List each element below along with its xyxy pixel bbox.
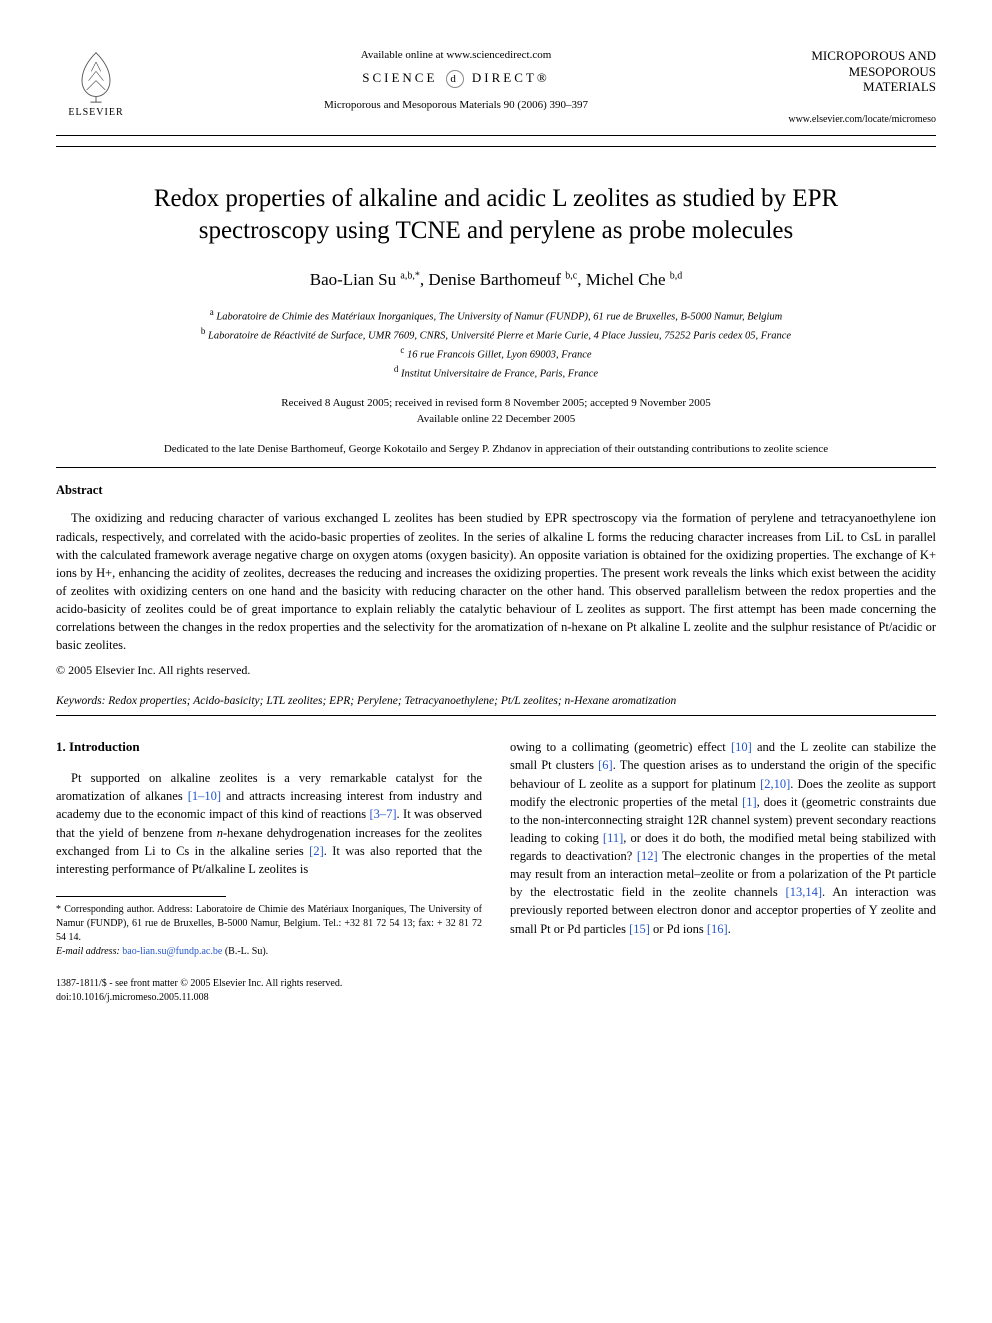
ref-15[interactable]: [15]	[629, 922, 650, 936]
ref-1-10[interactable]: [1–10]	[188, 789, 221, 803]
header-rule-1	[56, 135, 936, 136]
publisher-name: ELSEVIER	[68, 106, 123, 120]
keywords-label: Keywords:	[56, 695, 105, 707]
article-title: Redox properties of alkaline and acidic …	[96, 183, 896, 248]
sd-left: SCIENCE	[362, 70, 437, 85]
intro-para-right: owing to a collimating (geometric) effec…	[510, 738, 936, 937]
affil-c-text: 16 rue Francois Gillet, Lyon 69003, Fran…	[407, 350, 592, 361]
ref-3-7[interactable]: [3–7]	[369, 807, 396, 821]
journal-title-line1: MICROPOROUS AND	[776, 48, 936, 64]
affil-b-text: Laboratoire de Réactivité de Surface, UM…	[208, 330, 791, 341]
affiliations: a Laboratoire de Chimie des Matériaux In…	[56, 306, 936, 383]
abstract-heading: Abstract	[56, 482, 936, 500]
ref-2[interactable]: [2]	[309, 844, 324, 858]
affiliation-c: c 16 rue Francois Gillet, Lyon 69003, Fr…	[56, 344, 936, 363]
affiliation-a: a Laboratoire de Chimie des Matériaux In…	[56, 306, 936, 325]
affiliation-b: b Laboratoire de Réactivité de Surface, …	[56, 325, 936, 344]
journal-header: ELSEVIER Available online at www.science…	[56, 48, 936, 127]
ref-16[interactable]: [16]	[707, 922, 728, 936]
doi: doi:10.1016/j.micromeso.2005.11.008	[56, 991, 482, 1006]
abstract-bottom-rule	[56, 715, 936, 716]
footnote-corresponding: * Corresponding author. Address: Laborat…	[56, 903, 482, 945]
keywords-list: Redox properties; Acido-basicity; LTL ze…	[108, 695, 676, 707]
footnote-email-line: E-mail address: bao-lian.su@fundp.ac.be …	[56, 945, 482, 959]
intro-heading: 1. Introduction	[56, 738, 482, 757]
received-date: Received 8 August 2005; received in revi…	[56, 395, 936, 412]
journal-reference: Microporous and Mesoporous Materials 90 …	[136, 98, 776, 113]
affiliation-d: d Institut Universitaire de France, Pari…	[56, 363, 936, 382]
authors-line: Bao-Lian Su a,b,*, Denise Barthomeuf b,c…	[56, 268, 936, 292]
sciencedirect-logo: SCIENCE d DIRECT®	[136, 69, 776, 88]
header-rule-2	[56, 146, 936, 147]
body-columns: 1. Introduction Pt supported on alkaline…	[56, 738, 936, 1006]
email-suffix: (B.-L. Su).	[225, 946, 268, 957]
abstract-top-rule	[56, 467, 936, 468]
ref-1[interactable]: [1]	[742, 795, 757, 809]
dedication: Dedicated to the late Denise Barthomeuf,…	[56, 442, 936, 457]
online-date: Available online 22 December 2005	[56, 411, 936, 428]
journal-title-line2: MESOPOROUS MATERIALS	[776, 64, 936, 95]
footer-block: 1387-1811/$ - see front matter © 2005 El…	[56, 977, 482, 1006]
ref-11[interactable]: [11]	[603, 831, 623, 845]
abstract-body: The oxidizing and reducing character of …	[56, 509, 936, 654]
corresponding-author-footnote: * Corresponding author. Address: Laborat…	[56, 903, 482, 959]
ref-6[interactable]: [6]	[598, 758, 613, 772]
journal-url: www.elsevier.com/locate/micromeso	[776, 113, 936, 127]
dates-block: Received 8 August 2005; received in revi…	[56, 395, 936, 428]
email-label: E-mail address:	[56, 946, 120, 957]
header-center: Available online at www.sciencedirect.co…	[136, 48, 776, 114]
column-left: 1. Introduction Pt supported on alkaline…	[56, 738, 482, 1006]
author-email[interactable]: bao-lian.su@fundp.ac.be	[122, 946, 222, 957]
ref-10[interactable]: [10]	[731, 740, 752, 754]
sd-at-icon: d	[446, 70, 464, 88]
ref-12[interactable]: [12]	[637, 849, 658, 863]
ref-2-10[interactable]: [2,10]	[760, 777, 790, 791]
intro-para-left: Pt supported on alkaline zeolites is a v…	[56, 769, 482, 878]
affil-a-text: Laboratoire de Chimie des Matériaux Inor…	[216, 311, 782, 322]
elsevier-tree-icon	[68, 48, 124, 104]
abstract-copyright: © 2005 Elsevier Inc. All rights reserved…	[56, 662, 936, 679]
affil-d-text: Institut Universitaire de France, Paris,…	[401, 369, 598, 380]
footnote-rule	[56, 896, 226, 897]
keywords-line: Keywords: Redox properties; Acido-basici…	[56, 693, 936, 709]
ref-13-14[interactable]: [13,14]	[786, 885, 822, 899]
column-right: owing to a collimating (geometric) effec…	[510, 738, 936, 1006]
front-matter: 1387-1811/$ - see front matter © 2005 El…	[56, 977, 482, 992]
available-online-text: Available online at www.sciencedirect.co…	[136, 48, 776, 63]
sd-right: DIRECT®	[472, 70, 550, 85]
publisher-logo-block: ELSEVIER	[56, 48, 136, 120]
journal-title-block: MICROPOROUS AND MESOPOROUS MATERIALS www…	[776, 48, 936, 127]
